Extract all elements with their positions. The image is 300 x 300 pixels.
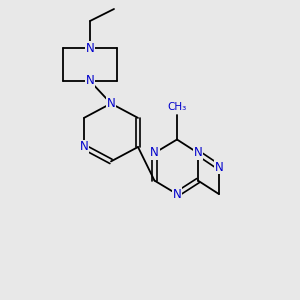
Text: N: N — [194, 146, 202, 160]
Text: N: N — [106, 97, 116, 110]
Text: N: N — [214, 160, 224, 174]
Text: N: N — [150, 146, 159, 160]
Text: N: N — [85, 41, 94, 55]
Text: N: N — [85, 74, 94, 88]
Text: N: N — [172, 188, 182, 201]
Text: CH₃: CH₃ — [167, 102, 187, 112]
Text: N: N — [80, 140, 88, 154]
